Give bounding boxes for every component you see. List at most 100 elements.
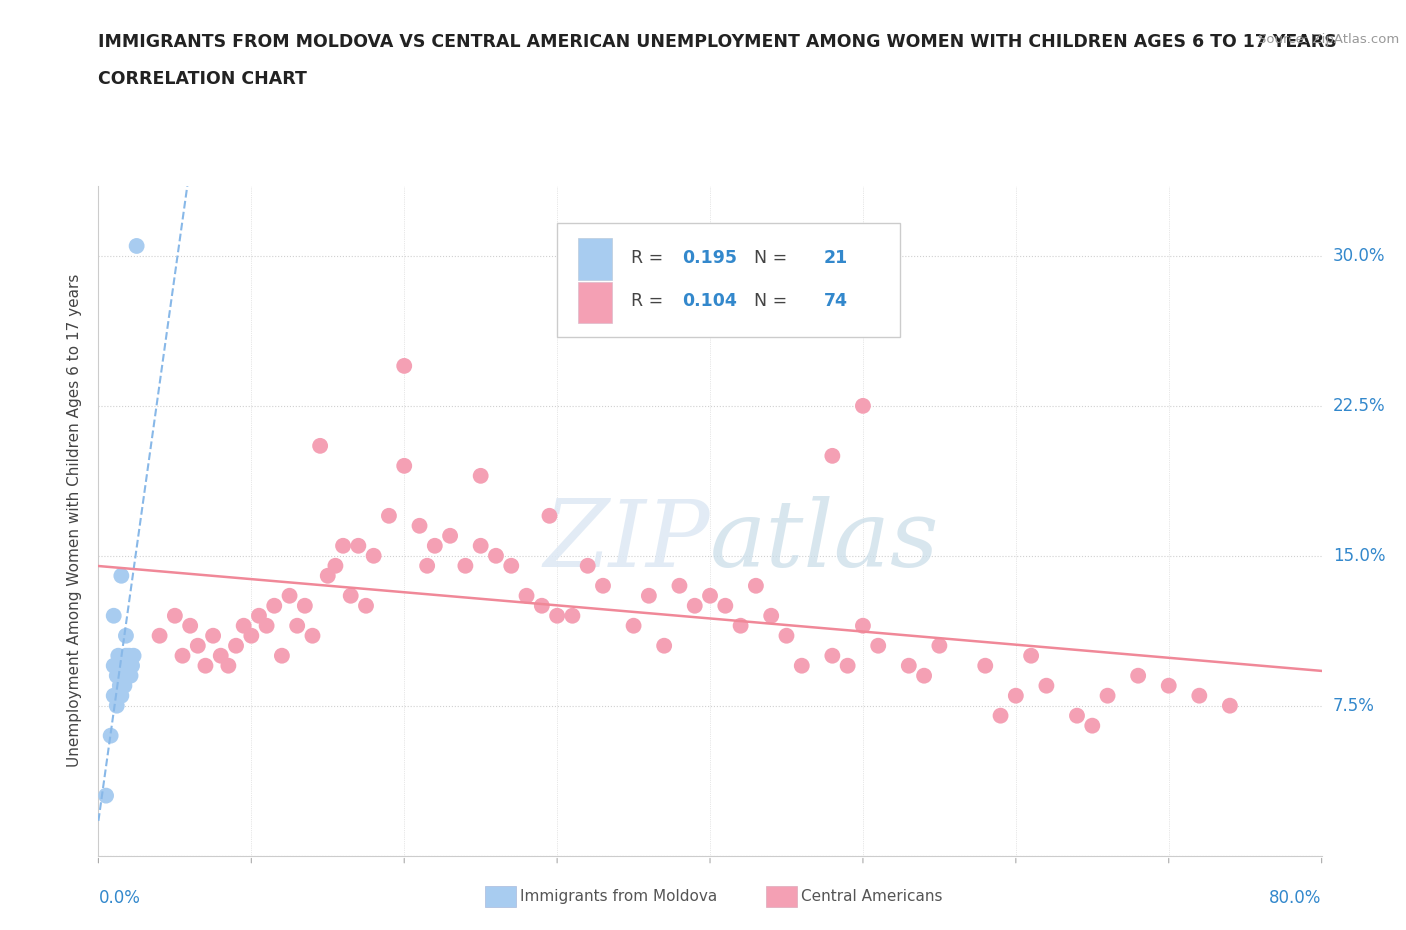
Text: Source: ZipAtlas.com: Source: ZipAtlas.com bbox=[1258, 33, 1399, 46]
Point bbox=[163, 608, 186, 623]
Text: 7.5%: 7.5% bbox=[1333, 697, 1375, 714]
Point bbox=[240, 629, 263, 644]
Point bbox=[516, 589, 538, 604]
Text: 0.104: 0.104 bbox=[682, 292, 737, 311]
Text: CORRELATION CHART: CORRELATION CHART bbox=[98, 70, 308, 87]
Text: 22.5%: 22.5% bbox=[1333, 397, 1385, 415]
Text: 0.195: 0.195 bbox=[682, 248, 737, 267]
Point bbox=[852, 618, 875, 633]
Text: Immigrants from Moldova: Immigrants from Moldova bbox=[520, 889, 717, 904]
Point bbox=[108, 678, 131, 693]
Point bbox=[339, 589, 361, 604]
Point bbox=[439, 528, 461, 543]
Point bbox=[354, 598, 377, 613]
Point bbox=[852, 398, 875, 413]
Point bbox=[117, 658, 139, 673]
Text: N =: N = bbox=[742, 248, 793, 267]
Point bbox=[285, 618, 308, 633]
Point bbox=[225, 638, 247, 653]
Point bbox=[232, 618, 254, 633]
Point bbox=[637, 589, 661, 604]
Point bbox=[1128, 669, 1150, 684]
Point bbox=[103, 658, 125, 673]
Point bbox=[187, 638, 209, 653]
Point bbox=[868, 638, 890, 653]
Point bbox=[105, 698, 128, 713]
Point bbox=[209, 648, 232, 663]
Point bbox=[928, 638, 950, 653]
Point bbox=[392, 458, 416, 473]
Point bbox=[107, 648, 129, 663]
Point bbox=[125, 238, 148, 253]
Point bbox=[561, 608, 583, 623]
Point bbox=[332, 538, 354, 553]
Point bbox=[1097, 688, 1119, 703]
Point bbox=[325, 558, 347, 573]
Point bbox=[122, 648, 145, 663]
Point bbox=[699, 589, 721, 604]
Point bbox=[115, 629, 138, 644]
Point bbox=[247, 608, 270, 623]
Point bbox=[110, 568, 132, 583]
Text: 80.0%: 80.0% bbox=[1270, 889, 1322, 907]
Point bbox=[501, 558, 523, 573]
Text: 21: 21 bbox=[824, 248, 848, 267]
Text: R =: R = bbox=[630, 292, 668, 311]
Text: 0.0%: 0.0% bbox=[98, 889, 141, 907]
Point bbox=[1004, 688, 1026, 703]
Point bbox=[912, 669, 935, 684]
Point bbox=[745, 578, 768, 593]
Point bbox=[1219, 698, 1241, 713]
Point bbox=[423, 538, 446, 553]
Point bbox=[592, 578, 614, 593]
Point bbox=[821, 648, 844, 663]
Bar bbox=[578, 238, 612, 280]
Point bbox=[392, 358, 416, 373]
Point bbox=[263, 598, 285, 613]
Text: 15.0%: 15.0% bbox=[1333, 547, 1385, 565]
Point bbox=[115, 648, 138, 663]
Point bbox=[668, 578, 690, 593]
Point bbox=[309, 438, 332, 453]
Point bbox=[103, 688, 125, 703]
Point bbox=[110, 688, 132, 703]
Text: IMMIGRANTS FROM MOLDOVA VS CENTRAL AMERICAN UNEMPLOYMENT AMONG WOMEN WITH CHILDR: IMMIGRANTS FROM MOLDOVA VS CENTRAL AMERI… bbox=[98, 33, 1337, 50]
Point bbox=[120, 669, 142, 684]
Point bbox=[1081, 718, 1104, 733]
Point bbox=[316, 568, 339, 583]
Point bbox=[100, 728, 122, 743]
Bar bbox=[578, 282, 612, 324]
Point bbox=[714, 598, 737, 613]
Point bbox=[111, 658, 134, 673]
Text: R =: R = bbox=[630, 248, 668, 267]
Point bbox=[347, 538, 370, 553]
Text: 74: 74 bbox=[824, 292, 848, 311]
Point bbox=[103, 608, 125, 623]
Point bbox=[538, 509, 561, 524]
Point bbox=[730, 618, 752, 633]
Text: atlas: atlas bbox=[710, 496, 939, 586]
Point bbox=[105, 669, 128, 684]
Point bbox=[1035, 678, 1057, 693]
Point bbox=[278, 589, 301, 604]
Point bbox=[790, 658, 813, 673]
Point bbox=[1019, 648, 1042, 663]
Point bbox=[149, 629, 172, 644]
Point bbox=[974, 658, 997, 673]
Point bbox=[623, 618, 645, 633]
Point bbox=[217, 658, 239, 673]
Point bbox=[454, 558, 477, 573]
Point bbox=[821, 448, 844, 463]
Y-axis label: Unemployment Among Women with Children Ages 6 to 17 years: Unemployment Among Women with Children A… bbox=[67, 274, 83, 767]
Point bbox=[179, 618, 201, 633]
Point bbox=[837, 658, 859, 673]
Point bbox=[897, 658, 920, 673]
Point bbox=[1157, 678, 1180, 693]
Point bbox=[416, 558, 439, 573]
Point bbox=[990, 709, 1012, 724]
Point bbox=[363, 549, 385, 564]
Point bbox=[118, 648, 141, 663]
Point bbox=[470, 469, 492, 484]
Point bbox=[256, 618, 278, 633]
Point bbox=[408, 518, 430, 533]
